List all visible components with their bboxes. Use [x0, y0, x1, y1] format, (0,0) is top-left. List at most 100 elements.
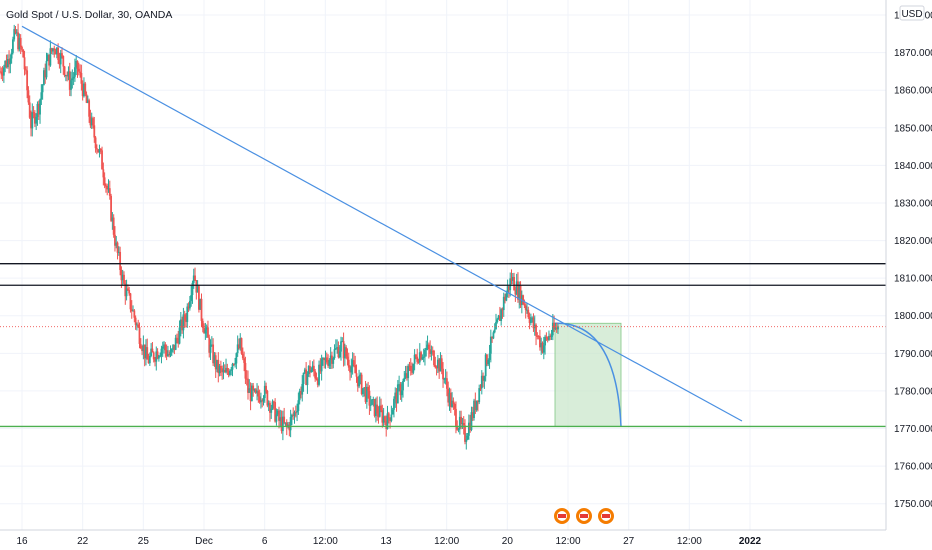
candle-body — [292, 414, 295, 416]
candle-body — [456, 426, 459, 430]
candle-body — [342, 341, 345, 359]
candle-body — [495, 321, 497, 330]
candle-body — [384, 416, 386, 422]
candle-body — [488, 353, 491, 360]
candle-body — [58, 59, 61, 65]
candle-body — [322, 358, 324, 360]
candle-body — [539, 336, 541, 348]
candle-body — [13, 29, 16, 40]
candle-body — [107, 188, 110, 190]
candle-body — [30, 117, 32, 129]
candle-body — [491, 336, 494, 339]
trendline-path — [21, 25, 743, 422]
candle-body — [59, 53, 62, 65]
candle-body — [117, 251, 120, 253]
candle-body — [243, 358, 246, 363]
candle-body — [453, 404, 456, 409]
candle-body — [120, 269, 123, 281]
candle-body — [86, 100, 89, 103]
candle-body — [466, 435, 469, 440]
price-tick-label: 1800.000 — [894, 311, 932, 322]
candle-body — [387, 413, 390, 418]
time-tick-label: 2022 — [739, 536, 762, 547]
candle-body — [378, 405, 381, 417]
candle-body — [4, 60, 7, 68]
candle-body — [95, 148, 98, 150]
candle-body — [385, 421, 388, 429]
price-tick-label: 1830.000 — [894, 198, 932, 209]
candle-body — [471, 412, 474, 418]
candle-body — [528, 317, 531, 323]
event-markers[interactable] — [554, 508, 614, 524]
candle-body — [71, 78, 74, 81]
candle-body — [154, 359, 156, 362]
candle-body — [461, 423, 464, 425]
candle-body — [75, 60, 78, 68]
candle-body — [486, 354, 488, 365]
candle-body — [316, 379, 319, 385]
candle-body — [411, 370, 413, 373]
candle-body — [323, 358, 326, 361]
candle-body — [55, 47, 58, 55]
candle-body — [157, 356, 160, 359]
candle-body — [249, 388, 252, 402]
candle-body — [57, 47, 60, 60]
candle-body — [41, 85, 44, 93]
candle-body — [345, 347, 348, 357]
candle-body — [182, 314, 185, 331]
candle-body — [235, 353, 238, 364]
candle-body — [399, 384, 402, 396]
candle-body — [176, 337, 178, 339]
candle-body — [391, 409, 394, 415]
candle-body — [72, 76, 75, 79]
candle-body — [102, 169, 105, 178]
candle-body — [524, 305, 527, 311]
candle-body — [250, 385, 253, 402]
currency-badge[interactable]: USD — [899, 5, 925, 21]
candle-body — [340, 341, 342, 352]
candle-body — [451, 400, 453, 407]
candle-body — [302, 372, 305, 384]
candle-body — [225, 367, 227, 373]
candle-body — [36, 103, 39, 117]
candle-body — [519, 285, 522, 306]
candle-body — [343, 347, 346, 359]
candle-body — [1, 74, 4, 76]
candle-body — [198, 286, 200, 310]
candle-body — [363, 387, 366, 389]
projection-zone[interactable] — [554, 322, 622, 427]
trendline[interactable] — [21, 25, 743, 422]
candle-body — [156, 351, 159, 359]
candle-body — [123, 274, 125, 284]
price-axis[interactable]: 1750.000 1760.000 1770.000 1780.000 1790.000… — [885, 0, 932, 550]
candle-body — [354, 365, 357, 374]
candle-body — [210, 344, 213, 346]
price-tick-label: 1790.000 — [894, 349, 932, 360]
candle-body — [296, 410, 298, 413]
candle-body — [368, 390, 371, 406]
candle-body — [325, 357, 328, 363]
candle-body — [125, 288, 128, 297]
candle-body — [81, 83, 84, 97]
candle-body — [506, 286, 509, 294]
candle-body — [407, 365, 410, 379]
candle-body — [37, 103, 40, 115]
candle-body — [301, 383, 304, 395]
price-tick-label: 1840.000 — [894, 161, 932, 172]
candle-body — [244, 362, 247, 379]
candle-body — [192, 275, 195, 283]
candle-body — [9, 58, 12, 65]
candle-body — [288, 424, 291, 431]
time-axis[interactable]: 16 22 25 Dec 6 12:00 13 12:00 20 12:00 27 12:00 2022 — [0, 529, 932, 550]
candle-body — [45, 60, 48, 78]
candle-body — [551, 322, 554, 336]
candle-body — [341, 341, 344, 343]
candle-body — [386, 413, 389, 429]
candle-body — [409, 365, 412, 371]
candle-body — [256, 390, 258, 393]
candle-body — [373, 399, 376, 416]
price-tick-label: 1820.000 — [894, 236, 932, 247]
candle-body — [260, 400, 262, 403]
